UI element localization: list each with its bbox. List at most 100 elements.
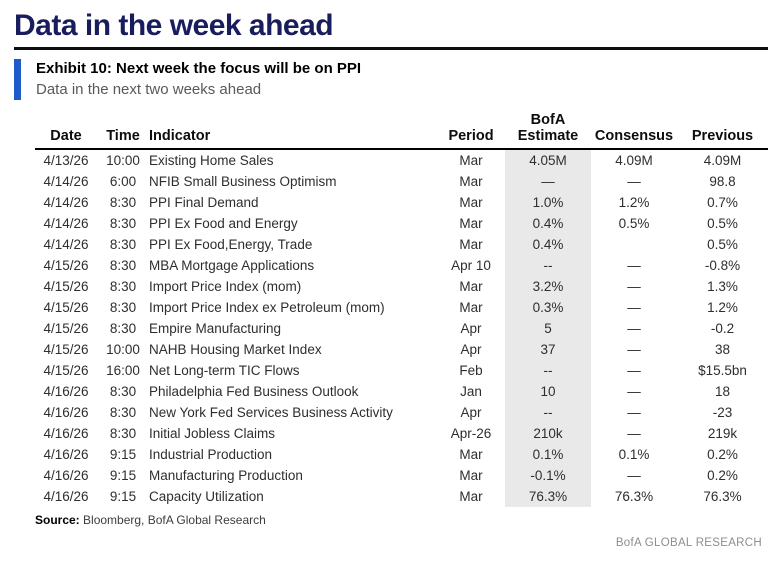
indicator-cell: MBA Mortgage Applications	[149, 258, 315, 273]
date-cell: 4/15/26	[43, 258, 89, 273]
previous-cell: 38	[714, 342, 731, 357]
time-cell: 8:30	[109, 426, 137, 441]
table-body: 4/13/26 10:00 Existing Home Sales Mar 4.05M 4…	[35, 149, 768, 507]
consensus-cell: —	[627, 405, 641, 420]
date-cell: 4/16/26	[43, 384, 89, 399]
table-row: 4/14/26 8:30 PPI Ex Food and Energy Mar 0.4%…	[35, 213, 768, 234]
indicator-cell: Empire Manufacturing	[149, 321, 282, 336]
bofa-estimate-cell: 0.4%	[505, 213, 591, 234]
time-cell: 6:00	[109, 174, 137, 189]
exhibit-header: Exhibit 10: Next week the focus will be …	[14, 59, 768, 100]
consensus-cell: 1.2%	[618, 195, 650, 210]
bofa-estimate-cell: 10	[505, 381, 591, 402]
consensus-cell: 0.1%	[618, 447, 650, 462]
exhibit-accent-bar	[14, 59, 21, 100]
indicator-cell: PPI Ex Food,Energy, Trade	[149, 237, 313, 252]
indicator-cell: NAHB Housing Market Index	[149, 342, 322, 357]
table-row: 4/16/26 8:30 Initial Jobless Claims Apr-26 2…	[35, 423, 768, 444]
period-cell: Mar	[459, 489, 483, 504]
date-cell: 4/15/26	[43, 363, 89, 378]
time-cell: 16:00	[106, 363, 140, 378]
date-cell: 4/16/26	[43, 489, 89, 504]
date-cell: 4/15/26	[43, 342, 89, 357]
time-cell: 8:30	[109, 195, 137, 210]
bofa-estimate-cell: 76.3%	[505, 486, 591, 507]
indicator-cell: Capacity Utilization	[149, 489, 264, 504]
page-title: Data in the week ahead	[14, 9, 334, 42]
previous-cell: 1.3%	[707, 279, 738, 294]
column-header-previous: Previous	[691, 128, 754, 144]
date-cell: 4/15/26	[43, 300, 89, 315]
source-line: Source: Bloomberg, BofA Global Research	[35, 513, 768, 527]
period-cell: Apr	[460, 405, 482, 420]
time-cell: 8:30	[109, 279, 137, 294]
bofa-estimate-cell: 4.05M	[505, 149, 591, 171]
consensus-cell: —	[627, 363, 641, 378]
time-cell: 10:00	[106, 153, 140, 168]
period-cell: Mar	[459, 153, 483, 168]
date-cell: 4/16/26	[43, 447, 89, 462]
period-cell: Apr	[460, 342, 482, 357]
previous-cell: 76.3%	[703, 489, 742, 504]
bofa-estimate-cell: 0.4%	[505, 234, 591, 255]
bofa-estimate-cell: --	[505, 402, 591, 423]
table-header-row: Date Time Indicator Period BofA Estimate…	[35, 112, 768, 149]
previous-cell: -0.8%	[704, 258, 741, 273]
period-cell: Apr-26	[450, 426, 492, 441]
consensus-cell: —	[627, 384, 641, 399]
source-text: Bloomberg, BofA Global Research	[79, 513, 266, 527]
source-label: Source:	[35, 513, 80, 527]
column-header-estimate-line: Estimate	[517, 128, 579, 144]
time-cell: 8:30	[109, 216, 137, 231]
bofa-estimate-cell: 1.0%	[505, 192, 591, 213]
indicator-cell: Philadelphia Fed Business Outlook	[149, 384, 359, 399]
period-cell: Apr 10	[451, 258, 491, 273]
economic-calendar-table: Date Time Indicator Period BofA Estimate…	[35, 112, 768, 507]
time-cell: 9:15	[109, 489, 137, 504]
previous-cell: -23	[712, 405, 733, 420]
period-cell: Mar	[459, 279, 483, 294]
exhibit-subtitle: Data in the next two weeks ahead	[36, 81, 262, 98]
previous-cell: 18	[714, 384, 731, 399]
date-cell: 4/14/26	[43, 237, 89, 252]
table-row: 4/15/26 10:00 NAHB Housing Market Index Apr…	[35, 339, 768, 360]
column-header-bofa-line: BofA	[530, 112, 566, 128]
consensus-cell: —	[627, 174, 641, 189]
table-row: 4/14/26 8:30 PPI Final Demand Mar 1.0% 1.2% 0.…	[35, 192, 768, 213]
table-row: 4/15/26 8:30 Empire Manufacturing Apr 5 — -0.2	[35, 318, 768, 339]
consensus-cell: —	[627, 300, 641, 315]
indicator-cell: Net Long-term TIC Flows	[149, 363, 300, 378]
bofa-estimate-cell: -0.1%	[505, 465, 591, 486]
indicator-cell: New York Fed Services Business Activity	[149, 405, 393, 420]
table-row: 4/15/26 16:00 Net Long-term TIC Flows Feb --…	[35, 360, 768, 381]
consensus-cell: —	[627, 279, 641, 294]
period-cell: Mar	[459, 300, 483, 315]
bofa-estimate-cell: --	[505, 360, 591, 381]
bofa-estimate-cell: 5	[505, 318, 591, 339]
column-header-time: Time	[106, 128, 140, 144]
time-cell: 10:00	[106, 342, 140, 357]
bofa-estimate-cell: --	[505, 255, 591, 276]
previous-cell: 0.2%	[707, 468, 738, 483]
bofa-estimate-cell: 210k	[505, 423, 591, 444]
table-row: 4/14/26 8:30 PPI Ex Food,Energy, Trade Mar 0…	[35, 234, 768, 255]
table-row: 4/15/26 8:30 MBA Mortgage Applications Apr …	[35, 255, 768, 276]
consensus-cell: —	[627, 468, 641, 483]
time-cell: 8:30	[109, 237, 137, 252]
table-row: 4/14/26 6:00 NFIB Small Business Optimism M…	[35, 171, 768, 192]
date-cell: 4/14/26	[43, 174, 89, 189]
consensus-cell: 0.5%	[618, 216, 650, 231]
previous-cell: 0.5%	[707, 237, 738, 252]
bofa-estimate-cell: —	[505, 171, 591, 192]
column-header-consensus: Consensus	[594, 128, 674, 144]
date-cell: 4/16/26	[43, 405, 89, 420]
table-row: 4/16/26 8:30 New York Fed Services Busines…	[35, 402, 768, 423]
time-cell: 9:15	[109, 447, 137, 462]
date-cell: 4/16/26	[43, 426, 89, 441]
indicator-cell: Existing Home Sales	[149, 153, 274, 168]
indicator-cell: NFIB Small Business Optimism	[149, 174, 337, 189]
period-cell: Apr	[460, 321, 482, 336]
bofa-estimate-cell: 0.3%	[505, 297, 591, 318]
time-cell: 8:30	[109, 258, 137, 273]
consensus-cell: —	[627, 258, 641, 273]
